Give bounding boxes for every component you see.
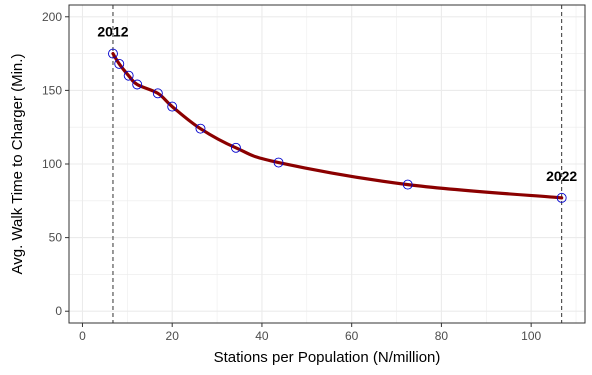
data-point bbox=[273, 157, 284, 168]
series-layer bbox=[111, 51, 564, 200]
x-tick-label: 60 bbox=[345, 329, 359, 343]
data-point bbox=[114, 58, 125, 69]
y-tick-label: 100 bbox=[42, 157, 62, 171]
data-point bbox=[195, 123, 206, 134]
data-point bbox=[402, 179, 413, 190]
data-point bbox=[230, 142, 241, 153]
grid-lines bbox=[69, 5, 585, 323]
data-point bbox=[556, 192, 567, 203]
data-point bbox=[132, 79, 143, 90]
y-tick-label: 200 bbox=[42, 10, 62, 24]
y-axis-title: Avg. Walk Time to Charger (Min.) bbox=[9, 54, 26, 275]
y-tick-label: 0 bbox=[55, 304, 62, 318]
marker-layer bbox=[108, 48, 567, 203]
y-tick-label: 150 bbox=[42, 83, 62, 97]
annotation-label: 2022 bbox=[546, 168, 577, 184]
data-point bbox=[152, 88, 163, 99]
x-tick-label: 0 bbox=[79, 329, 86, 343]
x-tick-label: 80 bbox=[435, 329, 449, 343]
annotations: 2012 2022 bbox=[97, 24, 577, 184]
y-tick-label: 50 bbox=[49, 231, 63, 245]
series-line bbox=[111, 51, 564, 200]
annotation-label: 2012 bbox=[97, 24, 128, 40]
x-tick-label: 20 bbox=[166, 329, 180, 343]
data-point bbox=[167, 101, 178, 112]
x-tick-label: 100 bbox=[521, 329, 541, 343]
data-point bbox=[108, 48, 118, 59]
x-tick-label: 40 bbox=[255, 329, 269, 343]
data-point bbox=[123, 70, 134, 81]
x-axis-title: Stations per Population (N/million) bbox=[214, 349, 441, 366]
axis-ticks: 0 20 40 60 80 100 0 50 100 150 200 bbox=[42, 10, 542, 343]
